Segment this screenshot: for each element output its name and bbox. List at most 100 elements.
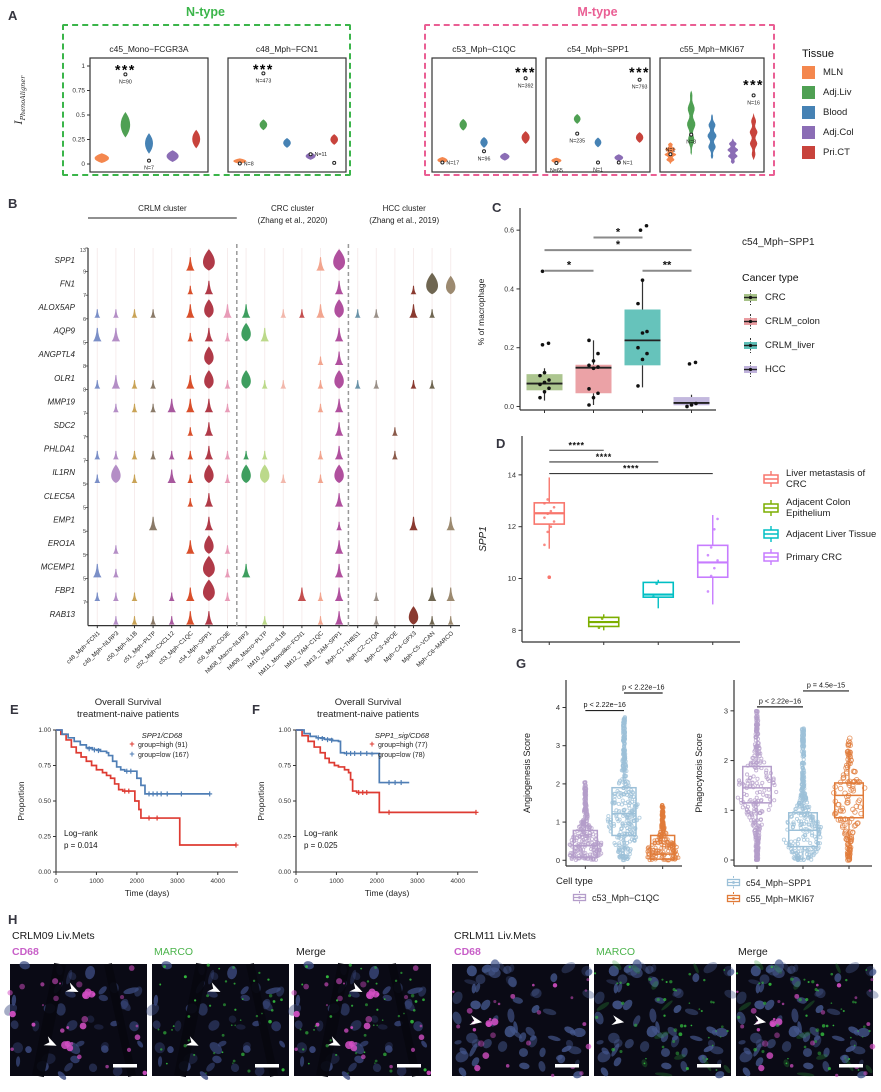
scale-bar <box>839 1064 863 1068</box>
arrowhead-icon <box>43 1036 57 1046</box>
svg-text:N=1: N=1 <box>593 168 603 174</box>
mtype-group-title: M-type <box>577 5 618 19</box>
svg-text:0: 0 <box>294 878 298 885</box>
svg-text:****: **** <box>596 452 612 462</box>
svg-text:MCEMP1: MCEMP1 <box>41 563 75 572</box>
panel-label-f: F <box>252 702 260 717</box>
macrophage-boxplot: 0.00.20.40.6% of macrophage*** ** <box>476 208 716 413</box>
panel-label-e: E <box>10 702 19 717</box>
boxplot-glyph-icon <box>763 526 779 542</box>
panel-label-a: A <box>8 8 18 23</box>
boxplot-glyph-icon <box>763 471 779 487</box>
subplot-title-c53: c53_Mph−C1QC <box>452 44 516 54</box>
arrowhead-icon <box>611 1015 625 1026</box>
panel-label-b: B <box>8 196 18 211</box>
spp1-boxplot: 8 10 12 14 SPP1 **** **** **** <box>478 436 740 645</box>
svg-text:12: 12 <box>508 522 516 531</box>
arrowhead-icon <box>753 1015 767 1026</box>
svg-text:5: 5 <box>83 576 86 582</box>
panel-e-title: Overall Survival treatment-naive patients <box>77 697 179 720</box>
spp1-legend-label: Adjacent Liver Tissue <box>786 528 877 540</box>
cancer-type-legend-item: HCC <box>742 362 820 377</box>
svg-text:1.00: 1.00 <box>278 727 291 734</box>
boxplot-glyph-icon <box>744 314 757 329</box>
h-g1-cd68-label: CD68 <box>12 946 39 958</box>
subplot-title-c48: c48_Mph−FCN1 <box>255 44 319 54</box>
svg-text:Phagocytosis Score: Phagocytosis Score <box>694 733 704 813</box>
boxplot-glyph-icon <box>744 290 757 305</box>
svg-text:c54_Mph−SPP1: c54_Mph−SPP1 <box>178 630 214 665</box>
g-xlabel-cell-type: Cell type <box>556 876 593 887</box>
svg-text:****: **** <box>623 464 639 474</box>
svg-text:N=11: N=11 <box>315 152 327 158</box>
svg-text:ANGPTL4: ANGPTL4 <box>38 350 76 359</box>
h-group1-title: CRLM09 Liv.Mets <box>12 930 95 942</box>
violin-plot-c54: N=793 N=65 N=235 N=1 N=1 *** <box>545 57 651 174</box>
g-legend-c53: c53_Mph−C1QC <box>572 891 659 904</box>
subplot-title-c45: c45_Mono−FCGR3A <box>109 44 189 54</box>
ntype-group-title: N-type <box>186 5 225 19</box>
svg-text:SDC2: SDC2 <box>54 421 76 430</box>
micrograph-crlm11-marco <box>594 959 737 1079</box>
svg-text:p < 2.22e−16: p < 2.22e−16 <box>622 682 664 691</box>
svg-text:0: 0 <box>724 856 728 865</box>
spp1-legend: Liver metastasis of CRC Adjacent Colon Ep… <box>762 468 881 572</box>
svg-text:0.50: 0.50 <box>278 798 291 805</box>
tissue-legend-item-prict: Pri.CT <box>802 146 854 159</box>
svg-text:0.25: 0.25 <box>38 834 51 841</box>
cancer-type-legend-item: CRLM_liver <box>742 338 820 353</box>
violin-plot-c48: N=473 N=8 N=11 *** <box>227 57 347 173</box>
svg-text:Time (days): Time (days) <box>365 888 410 898</box>
svg-text:1000: 1000 <box>329 878 344 885</box>
mtype-dashed-box <box>424 24 775 176</box>
tissue-legend: Tissue MLN Adj.Liv Blood Adj.Col Pri.CT <box>802 48 854 166</box>
svg-text:Mph−C5−VCAN: Mph−C5−VCAN <box>401 631 436 665</box>
arrowhead-icon <box>327 1036 341 1046</box>
tissue-legend-item-mln: MLN <box>802 66 854 79</box>
svg-text:p < 2.22e−16: p < 2.22e−16 <box>583 700 625 709</box>
svg-text:IL1RN: IL1RN <box>52 468 75 477</box>
survival-plot-spp1-cd68: 0.00 0.25 0.50 0.75 1.00 0 1000 2000 3000 4000 Tim… <box>16 727 239 898</box>
svg-text:group=high (77): group=high (77) <box>378 742 428 749</box>
svg-text:5: 5 <box>83 553 86 559</box>
svg-text:0.00: 0.00 <box>38 869 51 876</box>
tissue-swatch <box>802 106 815 119</box>
cancer-type-label: CRLM_liver <box>765 340 815 351</box>
gene-violin-matrix: CRLM cluster CRC cluster (Zhang et al., 20… <box>38 204 460 677</box>
svg-text:1: 1 <box>556 818 560 827</box>
survival-plot-spp1sig-cd68: 0.00 0.25 0.50 0.75 1.00 0 1000 2000 3000 4000 Tim… <box>256 727 479 898</box>
arrowhead-icon <box>349 982 363 992</box>
svg-text:Proportion: Proportion <box>256 781 266 820</box>
spp1-legend-label: Adjacent Colon Epithelium <box>786 497 851 519</box>
svg-text:8: 8 <box>83 388 86 394</box>
svg-text:c48_Mph−FCN1: c48_Mph−FCN1 <box>66 630 102 665</box>
panel-label-h: H <box>8 912 18 927</box>
svg-text:CLEC5A: CLEC5A <box>44 492 75 501</box>
svg-text:group=low (78): group=low (78) <box>378 752 425 759</box>
svg-text:0.6: 0.6 <box>504 228 514 235</box>
panel-label-d: D <box>496 436 506 451</box>
svg-text:N=7: N=7 <box>144 166 154 172</box>
h-g2-marco-label: MARCO <box>596 946 636 958</box>
svg-text:EMP1: EMP1 <box>53 515 75 524</box>
svg-text:N=1: N=1 <box>665 148 675 154</box>
svg-text:8: 8 <box>512 626 516 635</box>
svg-text:7: 7 <box>83 293 86 299</box>
svg-text:*: * <box>567 260 572 272</box>
ntype-dashed-box <box>62 24 351 176</box>
svg-text:SPP1_sig/CD68: SPP1_sig/CD68 <box>375 731 430 740</box>
svg-text:*: * <box>616 227 621 239</box>
boxplot-glyph-icon <box>726 876 741 889</box>
svg-text:0.2: 0.2 <box>504 345 514 352</box>
spp1-legend-item: Adjacent Colon Epithelium <box>762 497 881 519</box>
g-legend-c55: c55_Mph−MKI67 <box>726 892 814 905</box>
panel-c-title: c54_Mph−SPP1 <box>742 237 815 248</box>
svg-text:N=65: N=65 <box>550 168 563 174</box>
svg-text:p = 0.025: p = 0.025 <box>304 841 338 850</box>
micrograph-crlm11-merge <box>736 959 879 1079</box>
tissue-swatch <box>802 66 815 79</box>
svg-text:1.00: 1.00 <box>38 727 51 734</box>
svg-text:***: *** <box>743 77 764 93</box>
svg-text:3000: 3000 <box>410 878 425 885</box>
boxplot-glyph-icon <box>763 500 779 516</box>
